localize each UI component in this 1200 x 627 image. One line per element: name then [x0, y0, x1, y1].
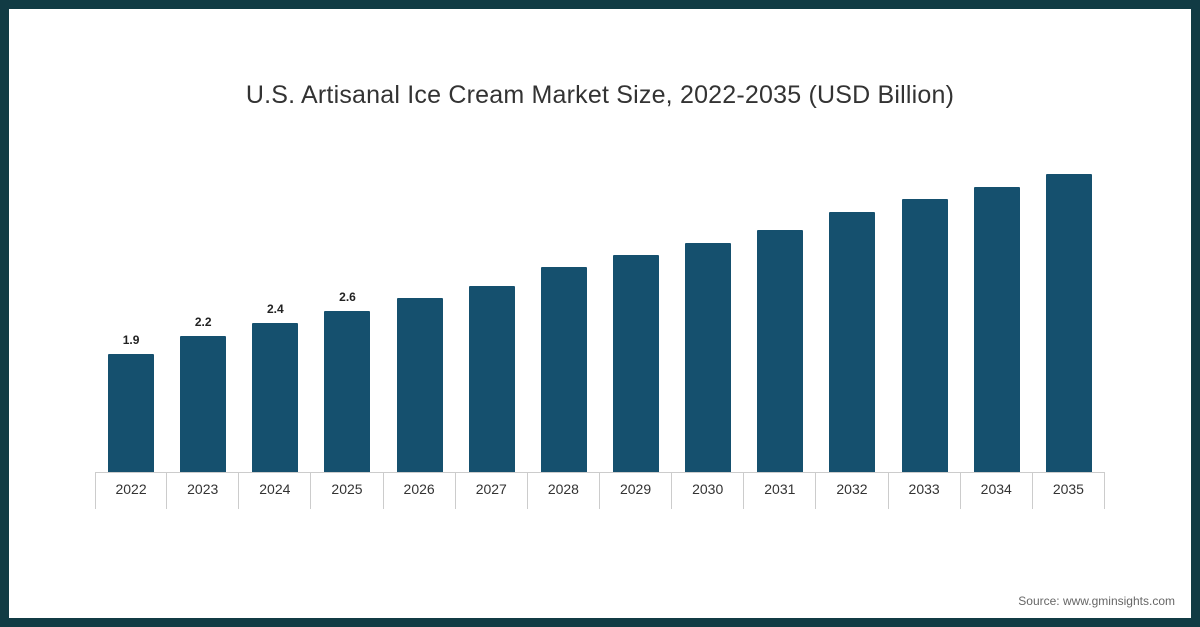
bar — [540, 267, 587, 472]
bar-value-label: 2.6 — [339, 290, 356, 304]
x-axis-label: 2023 — [167, 472, 240, 509]
bar — [180, 336, 227, 472]
bar-area — [600, 162, 672, 472]
bar-area — [816, 162, 888, 472]
x-axis-label: 2027 — [455, 472, 528, 509]
x-axis-label: 2025 — [311, 472, 384, 509]
bar-column: 2.2 2023 — [167, 162, 240, 509]
x-axis-label: 2030 — [672, 472, 745, 509]
bar-value-label: 2.4 — [267, 302, 284, 316]
bar — [396, 298, 443, 472]
bar-value-label: 2.2 — [194, 315, 212, 329]
bar — [757, 230, 804, 472]
x-axis-label: 2024 — [239, 472, 312, 509]
bar-area — [1033, 162, 1105, 472]
bar-column: 2032 — [816, 162, 889, 509]
bar — [829, 212, 876, 472]
x-axis-label: 2033 — [888, 472, 961, 509]
x-axis-label: 2034 — [960, 472, 1033, 509]
bar-column: 1.9 2022 — [95, 162, 168, 509]
bar — [324, 311, 371, 472]
bar-column: 2031 — [744, 162, 817, 509]
chart-title: U.S. Artisanal Ice Cream Market Size, 20… — [245, 81, 955, 109]
bar — [468, 286, 515, 472]
bar-area — [744, 162, 816, 472]
x-axis-label: 2035 — [1032, 472, 1105, 509]
bar-area — [384, 162, 456, 472]
bar-column: 2027 — [455, 162, 528, 509]
bar-column: 2033 — [888, 162, 961, 509]
bar — [252, 323, 299, 472]
bar-chart: 1.9 2022 2.2 2023 2.4 2024 2.6 2025 2026 2027 2028… — [95, 162, 1105, 509]
bar — [613, 255, 660, 472]
bar — [685, 243, 732, 472]
bar — [901, 199, 948, 472]
bar-column: 2034 — [960, 162, 1033, 509]
bar-column: 2029 — [599, 162, 673, 509]
x-axis-label: 2029 — [599, 472, 673, 509]
x-axis-label: 2028 — [527, 472, 600, 509]
x-axis-label: 2032 — [816, 472, 889, 509]
bar — [1045, 174, 1092, 472]
bar — [973, 187, 1020, 472]
bar-area — [528, 162, 600, 472]
x-axis-label: 2022 — [95, 472, 168, 509]
bar-value-label: 1.9 — [122, 333, 140, 347]
x-axis-label: 2026 — [383, 472, 456, 509]
bar-column: 2026 — [383, 162, 456, 509]
bar-column: 2028 — [527, 162, 600, 509]
bar-area: 2.4 — [239, 162, 311, 472]
bar-area: 2.2 — [167, 162, 239, 472]
bar-column: 2.4 2024 — [239, 162, 312, 509]
x-axis-label: 2031 — [744, 472, 817, 509]
bar-area: 2.6 — [311, 162, 383, 472]
bar-area — [889, 162, 961, 472]
bar-area: 1.9 — [95, 162, 167, 472]
bar-column: 2.6 2025 — [311, 162, 384, 509]
bar-column: 2035 — [1032, 162, 1105, 509]
bar-area — [456, 162, 528, 472]
bar-area — [961, 162, 1033, 472]
bar-column: 2030 — [672, 162, 745, 509]
source-text: Source: www.gminsights.com — [1018, 594, 1175, 608]
bar-area — [672, 162, 744, 472]
bar — [108, 354, 155, 472]
